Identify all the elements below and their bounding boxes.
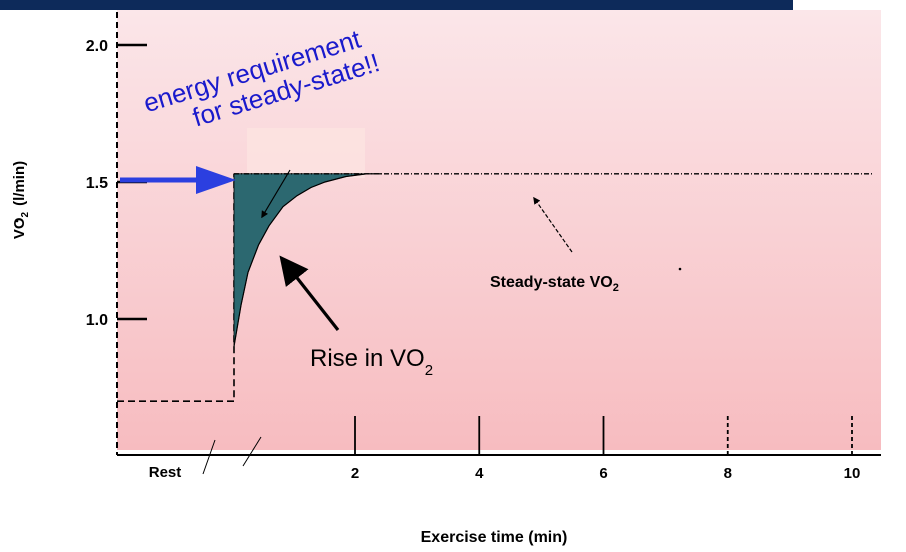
x-tick-label-4: 10: [844, 465, 861, 482]
rise-label: Rise in VO2: [310, 345, 433, 379]
rise-label-sub: 2: [425, 362, 433, 379]
top-bar: [0, 0, 793, 10]
y-tick-label-0: 1.0: [86, 312, 108, 329]
rest-label: Rest: [149, 464, 182, 481]
axis-break-1: [202, 439, 216, 475]
y-axis-title: VO2 (l/min): [11, 161, 31, 239]
y-axis-title-main: VO: [11, 217, 28, 239]
deficit-pointer: [261, 169, 291, 219]
steady-state-label-main: Steady-state VO: [490, 274, 613, 291]
label-highlight: [247, 128, 365, 178]
vo2-rise-curve: [233, 173, 381, 347]
y-axis-title-sub: 2: [20, 211, 31, 217]
y-axis-title-dot: [15, 219, 19, 223]
steady-state-pointer: [533, 196, 573, 253]
y-axis-title-unit: (l/min): [11, 161, 28, 206]
rise-label-main: Rise in VO: [310, 345, 425, 372]
steady-state-label: Steady-state VO2: [490, 274, 619, 294]
x-tick-label-2: 6: [599, 465, 607, 482]
steady-state-label-sub: 2: [613, 282, 619, 294]
axis-break-2: [242, 436, 262, 467]
x-tick-label-0: 2: [351, 465, 359, 482]
x-tick-label-1: 4: [475, 465, 484, 482]
rise-arrow: [279, 255, 340, 331]
blue-arrow: [120, 166, 236, 194]
y-tick-label-1: 1.5: [86, 175, 108, 192]
x-ticks: 2 4 6 8 10: [351, 416, 861, 482]
steady-state-label-dot: [678, 267, 682, 271]
x-tick-label-3: 8: [724, 465, 732, 482]
y-tick-label-2: 2.0: [86, 38, 108, 55]
x-axis-title: Exercise time (min): [421, 529, 568, 546]
